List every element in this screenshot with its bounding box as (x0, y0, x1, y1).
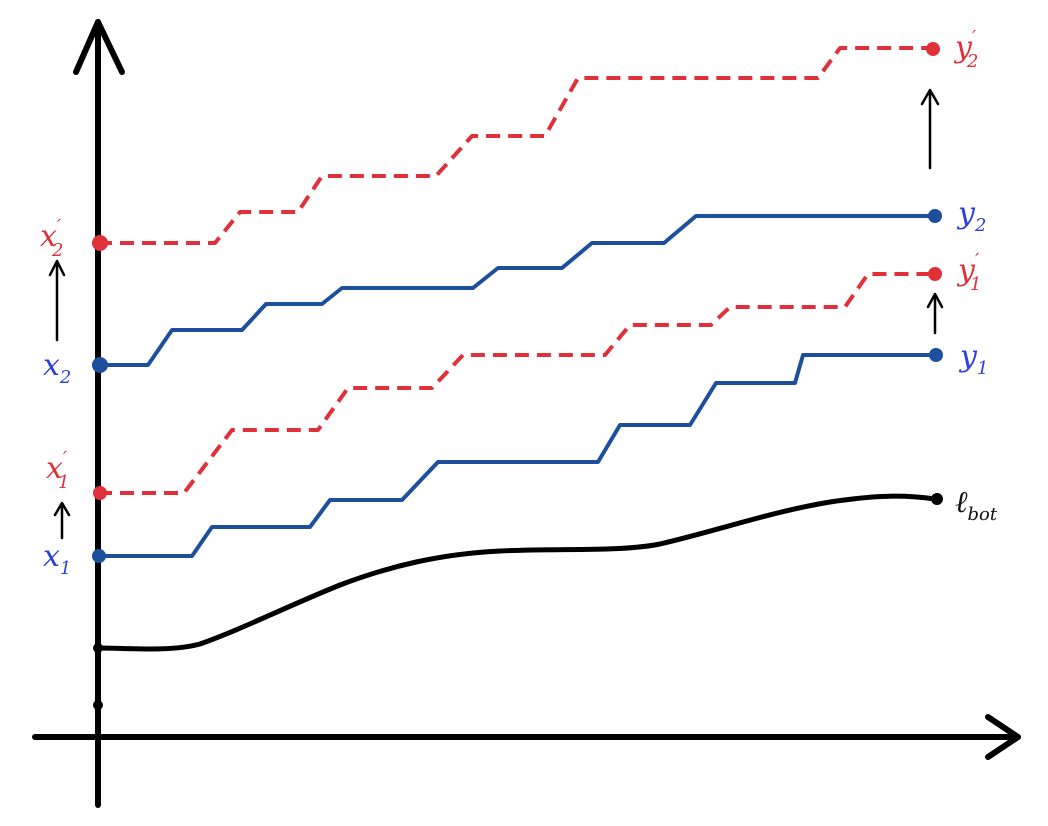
blue-path-x2-y2 (98, 214, 935, 367)
y1-dot (929, 348, 943, 362)
x1-dot (92, 549, 106, 563)
lbot-end-dot (931, 493, 943, 505)
lbot-start-dot (93, 643, 103, 653)
axis-tick-dot (93, 700, 103, 710)
label-x2: x2 (43, 348, 71, 388)
blue-path-x1-y1 (98, 353, 937, 558)
x2-dot (92, 357, 108, 373)
x2-prime-dot (92, 235, 108, 251)
x1-prime-dot (93, 486, 107, 500)
label-lbot: ℓbot (955, 485, 998, 525)
y-axis-arrowhead (73, 19, 125, 75)
label-y2: y2 (956, 196, 986, 236)
label-y1-prime: y′ 1 (956, 250, 982, 295)
label-y2-prime: y′ 2 (953, 27, 979, 72)
y2-prime-dot (926, 42, 940, 56)
arrow-x2-to-x2prime (48, 259, 66, 342)
x-axis-arrowhead (985, 714, 1021, 760)
axes (32, 19, 1021, 808)
arrow-y2-to-y2prime (920, 88, 940, 170)
lbot-curve (95, 493, 938, 652)
label-x2-prime: x′ 2 (40, 216, 63, 261)
shift-arrows (48, 88, 944, 540)
label-x1: x1 (43, 539, 71, 579)
y2-dot (928, 209, 942, 223)
y1-prime-dot (928, 267, 942, 281)
arrow-y1-to-y1prime (926, 292, 944, 335)
label-x1-prime: x′ 1 (46, 448, 69, 493)
label-y1: y1 (958, 339, 988, 379)
red-dashed-path-x2p-y2p (98, 46, 935, 245)
red-dashed-path-x1p-y1p (98, 272, 935, 495)
arrow-x1-to-x1prime (53, 501, 71, 540)
